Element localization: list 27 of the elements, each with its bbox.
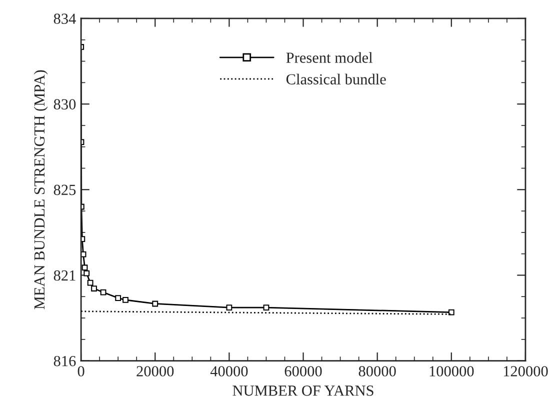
point: [100, 289, 106, 296]
y-axis-title: MEAN BUNDLE STRENGTH (MPA): [34, 70, 48, 310]
y-tick-label: 825: [54, 184, 76, 196]
y-tick-label: 821: [54, 270, 76, 281]
point: [448, 309, 454, 316]
x-tick-label: 40000: [210, 366, 248, 376]
y-tick-label: 830: [54, 99, 76, 110]
legend-label: Present model: [286, 52, 372, 63]
point: [82, 264, 88, 271]
point: [263, 304, 270, 310]
x-tick-label: 100000: [430, 366, 474, 376]
x-tick-label: 80000: [358, 366, 396, 376]
x-tick-label: 0: [78, 366, 84, 376]
y-tick-label: 834: [54, 14, 76, 24]
point: [226, 304, 232, 310]
legend-label: Classical bundle: [286, 74, 386, 84]
point: [91, 286, 97, 292]
point: [122, 296, 128, 303]
y-tick-label: 816: [54, 356, 76, 366]
point: [115, 295, 122, 301]
x-tick-label: 20000: [136, 366, 174, 376]
point: [87, 280, 94, 286]
x-axis-title: NUMBER OF YARNS: [232, 386, 374, 396]
point: [84, 270, 90, 276]
x-tick-label: 60000: [284, 366, 322, 376]
x-tick-label: 120000: [504, 366, 548, 376]
point: [152, 300, 158, 307]
